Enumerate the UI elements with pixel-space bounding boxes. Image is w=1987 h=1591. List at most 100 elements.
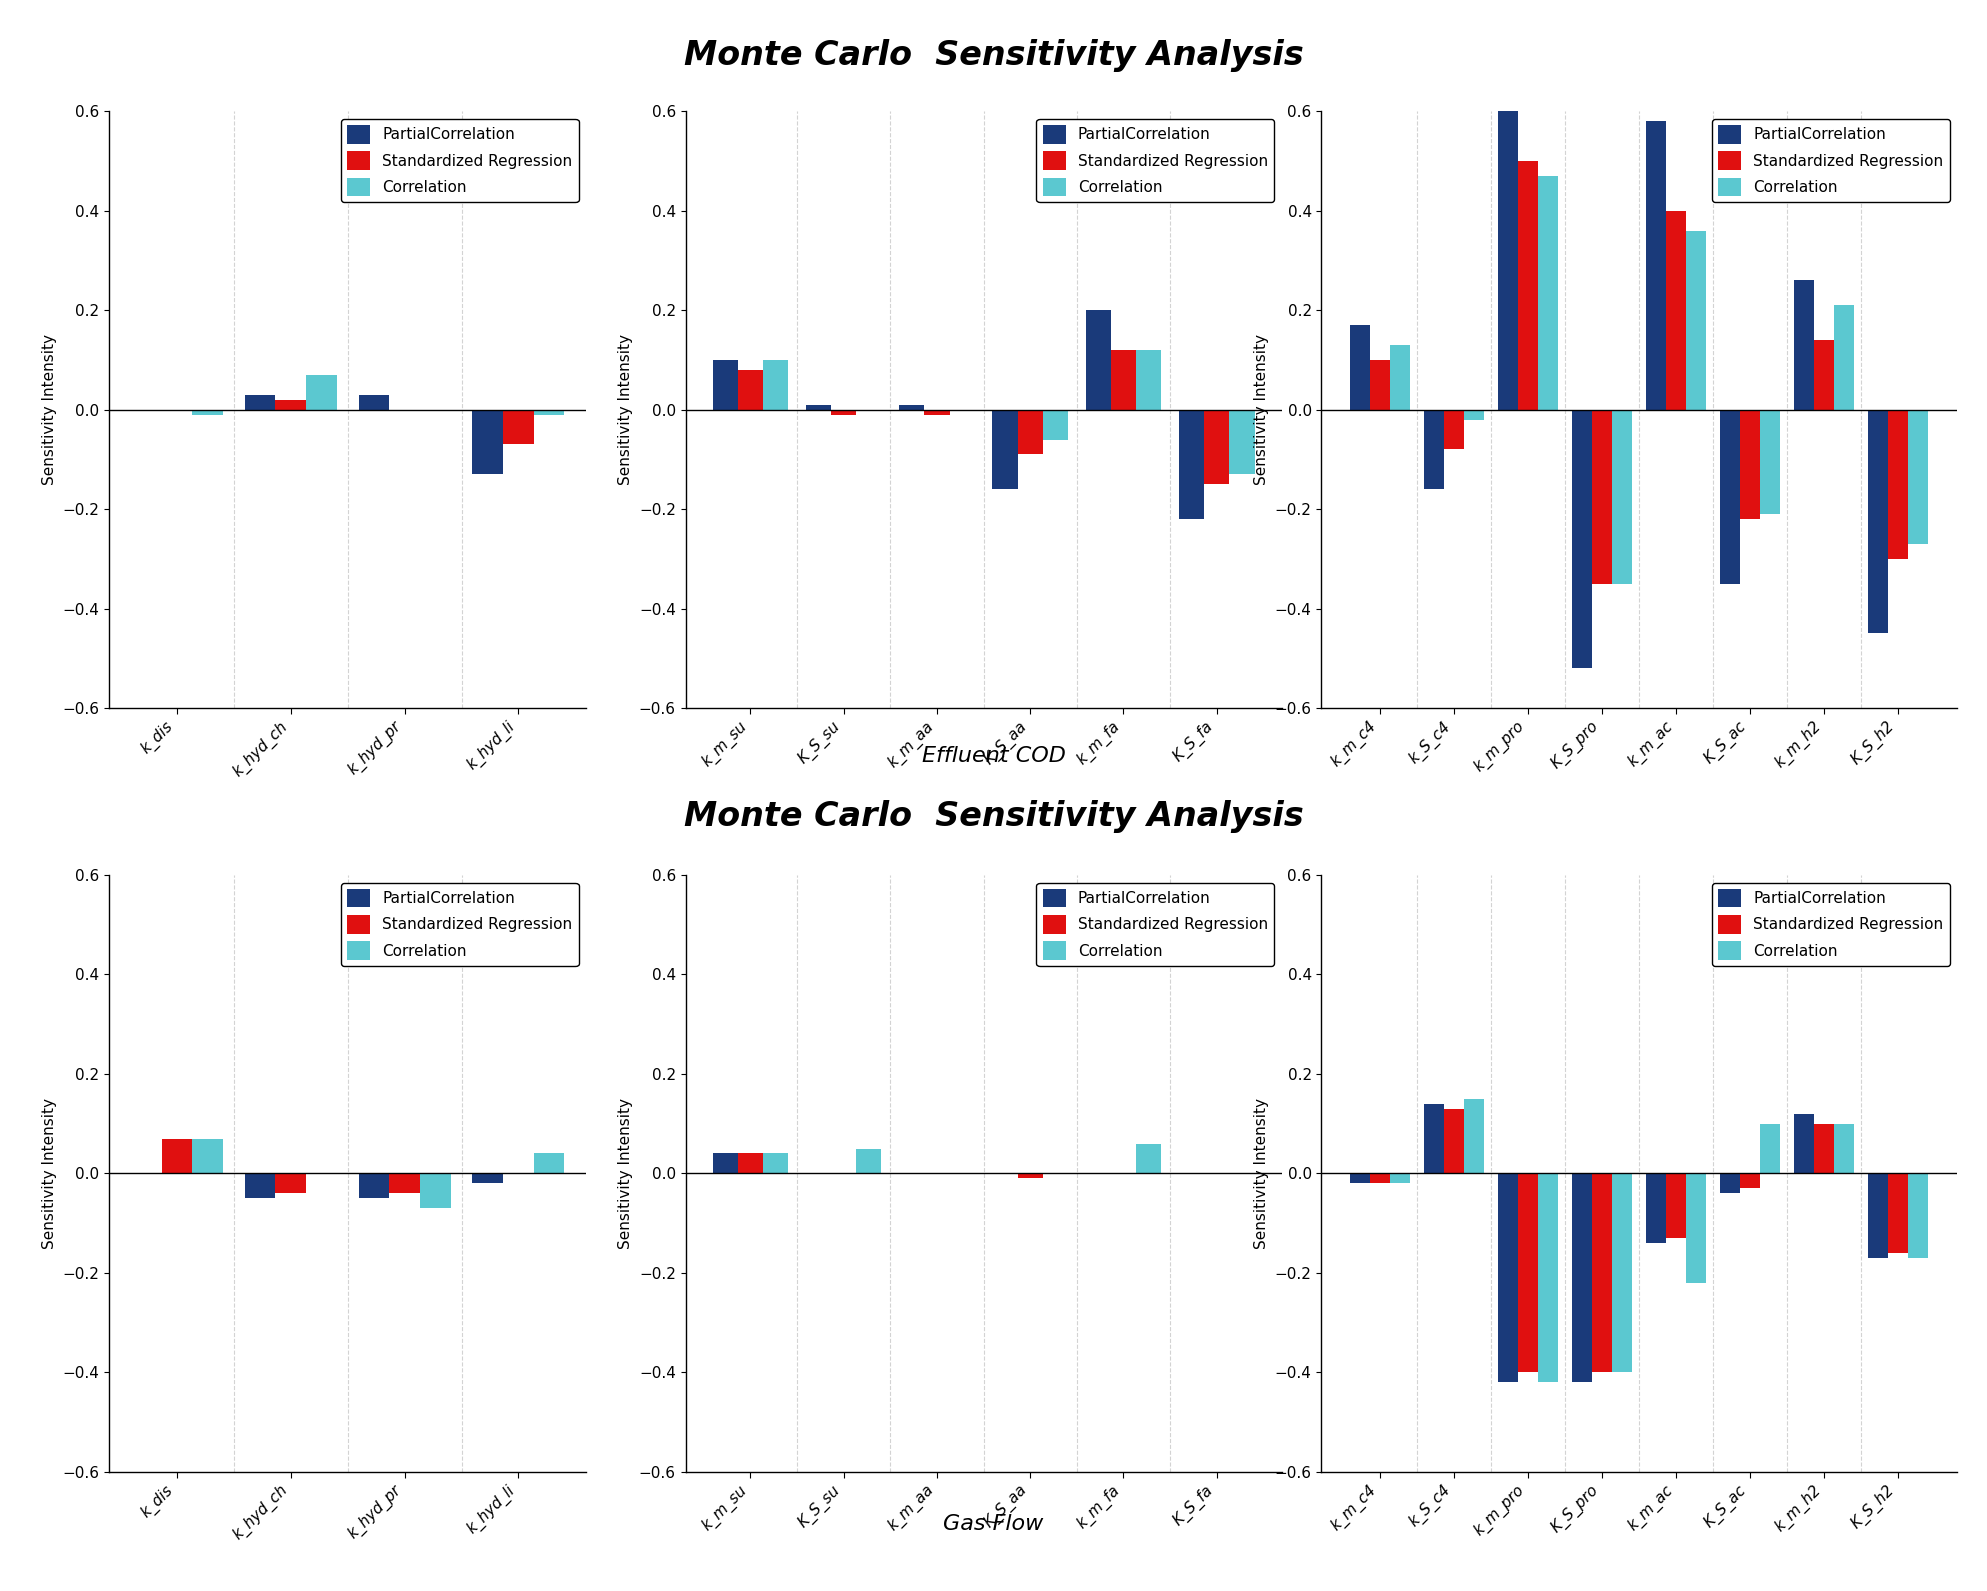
Bar: [1425, 409, 1445, 488]
Y-axis label: Sensitivity Intensity: Sensitivity Intensity: [618, 1098, 634, 1249]
Bar: [1464, 1099, 1484, 1174]
Bar: [1794, 280, 1814, 409]
Bar: [713, 1153, 737, 1174]
Text: Gas Flow: Gas Flow: [944, 1515, 1043, 1534]
Bar: [1760, 409, 1780, 514]
Legend: PartialCorrelation, Standardized Regression, Correlation: PartialCorrelation, Standardized Regress…: [1713, 119, 1949, 202]
Bar: [1043, 409, 1067, 439]
Text: Monte Carlo  Sensitivity Analysis: Monte Carlo Sensitivity Analysis: [684, 800, 1303, 832]
Bar: [1498, 1174, 1518, 1383]
Bar: [1908, 1174, 1927, 1258]
Bar: [1464, 409, 1484, 420]
Bar: [1371, 1174, 1391, 1184]
Bar: [1647, 121, 1667, 409]
Bar: [763, 1153, 789, 1174]
Bar: [831, 409, 856, 415]
Bar: [1391, 1174, 1411, 1184]
Bar: [389, 1174, 419, 1193]
Bar: [503, 409, 535, 444]
Bar: [244, 1174, 276, 1198]
Legend: PartialCorrelation, Standardized Regression, Correlation: PartialCorrelation, Standardized Regress…: [1037, 883, 1274, 966]
Bar: [1085, 310, 1111, 409]
Bar: [1017, 1174, 1043, 1179]
Bar: [1351, 1174, 1371, 1184]
Bar: [1687, 231, 1707, 409]
Bar: [763, 360, 789, 409]
Bar: [737, 1153, 763, 1174]
Bar: [1538, 1174, 1558, 1383]
Bar: [1351, 325, 1371, 409]
Bar: [1592, 409, 1611, 584]
Bar: [1741, 409, 1760, 519]
Bar: [193, 1139, 223, 1174]
Legend: PartialCorrelation, Standardized Regression, Correlation: PartialCorrelation, Standardized Regress…: [342, 883, 578, 966]
Bar: [1814, 340, 1834, 409]
Bar: [1760, 1123, 1780, 1174]
Bar: [1721, 1174, 1741, 1193]
Bar: [419, 1174, 451, 1208]
Bar: [1137, 1144, 1160, 1174]
Y-axis label: Sensitivity Intensity: Sensitivity Intensity: [42, 334, 58, 485]
Y-axis label: Sensitivity Intensity: Sensitivity Intensity: [1254, 1098, 1270, 1249]
Bar: [1230, 409, 1254, 474]
Bar: [1667, 1174, 1687, 1238]
Bar: [807, 404, 831, 409]
Bar: [1647, 1174, 1667, 1243]
Bar: [1111, 350, 1137, 409]
Bar: [1425, 1104, 1445, 1174]
Bar: [1888, 1174, 1908, 1254]
Bar: [161, 1139, 193, 1174]
Bar: [1592, 1174, 1611, 1371]
Y-axis label: Sensitivity Intensity: Sensitivity Intensity: [1254, 334, 1270, 485]
Bar: [1518, 161, 1538, 409]
Bar: [193, 409, 223, 415]
Bar: [713, 360, 737, 409]
Bar: [1868, 1174, 1888, 1258]
Y-axis label: Sensitivity Intensity: Sensitivity Intensity: [618, 334, 634, 485]
Bar: [1178, 409, 1204, 519]
Bar: [1908, 409, 1927, 544]
Bar: [1371, 360, 1391, 409]
Bar: [1538, 177, 1558, 409]
Bar: [856, 1149, 882, 1174]
Bar: [306, 375, 338, 409]
Bar: [1834, 305, 1854, 409]
Text: Effluent COD: Effluent COD: [922, 746, 1065, 765]
Bar: [1741, 1174, 1760, 1188]
Bar: [1572, 409, 1592, 668]
Bar: [1834, 1123, 1854, 1174]
Legend: PartialCorrelation, Standardized Regression, Correlation: PartialCorrelation, Standardized Regress…: [1037, 119, 1274, 202]
Bar: [473, 409, 503, 474]
Bar: [1518, 1174, 1538, 1371]
Bar: [1721, 409, 1741, 584]
Bar: [1137, 350, 1160, 409]
Bar: [992, 409, 1017, 488]
Bar: [1391, 345, 1411, 409]
Bar: [1611, 1174, 1631, 1371]
Bar: [276, 399, 306, 409]
Bar: [244, 395, 276, 409]
Bar: [900, 404, 924, 409]
Bar: [924, 409, 950, 415]
Bar: [1814, 1123, 1834, 1174]
Bar: [1611, 409, 1631, 584]
Bar: [1498, 111, 1518, 409]
Bar: [737, 369, 763, 409]
Bar: [1888, 409, 1908, 558]
Bar: [1204, 409, 1230, 484]
Bar: [1687, 1174, 1707, 1282]
Bar: [1868, 409, 1888, 633]
Bar: [358, 1174, 389, 1198]
Bar: [276, 1174, 306, 1193]
Bar: [473, 1174, 503, 1184]
Bar: [1445, 409, 1464, 449]
Legend: PartialCorrelation, Standardized Regression, Correlation: PartialCorrelation, Standardized Regress…: [342, 119, 578, 202]
Bar: [1572, 1174, 1592, 1383]
Bar: [535, 409, 564, 415]
Y-axis label: Sensitivity Intensity: Sensitivity Intensity: [42, 1098, 58, 1249]
Bar: [1017, 409, 1043, 455]
Text: Monte Carlo  Sensitivity Analysis: Monte Carlo Sensitivity Analysis: [684, 40, 1303, 72]
Legend: PartialCorrelation, Standardized Regression, Correlation: PartialCorrelation, Standardized Regress…: [1713, 883, 1949, 966]
Bar: [535, 1153, 564, 1174]
Bar: [1667, 210, 1687, 409]
